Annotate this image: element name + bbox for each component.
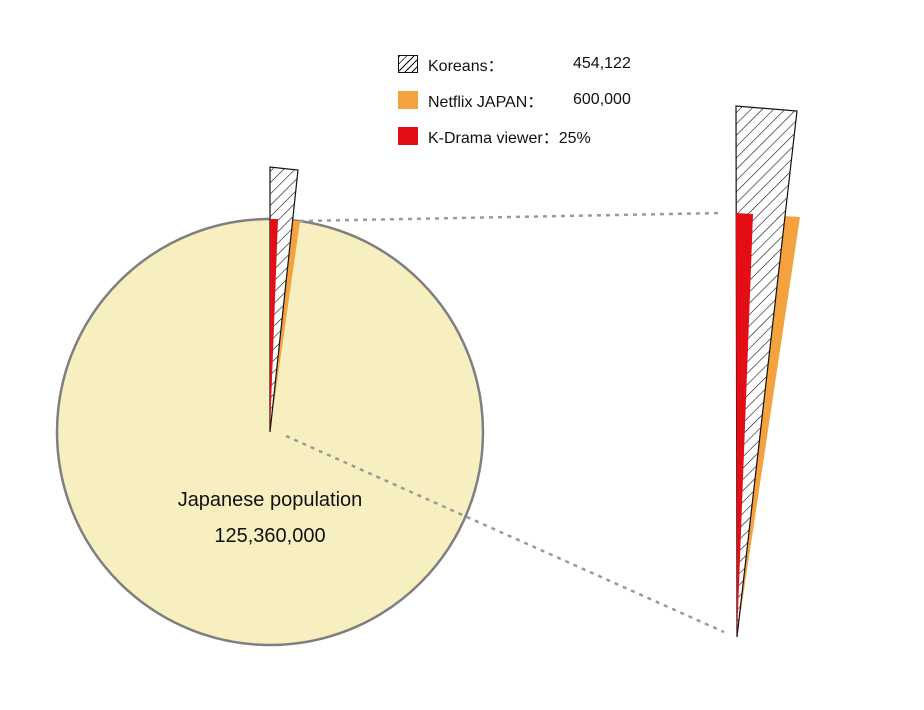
legend-value-netflix-japan: 600,000 — [573, 91, 631, 108]
pie-title: Japanese population — [177, 489, 363, 511]
legend-label-kdrama-viewer: K-Drama viewer：25% — [428, 130, 591, 147]
kdrama-viewer-slice — [270, 219, 278, 432]
legend-item-netflix-japan: Netflix JAPAN： 600,000 — [398, 82, 658, 118]
hatched-swatch-icon — [398, 55, 418, 73]
pie-value: 125,360,000 — [214, 525, 326, 547]
legend-label-netflix-japan: Netflix JAPAN： — [428, 94, 544, 111]
orange-swatch-icon — [398, 91, 418, 109]
lower-connector-line — [285, 434, 725, 634]
legend-label-koreans: Koreans： — [428, 58, 504, 75]
legend-item-kdrama-viewer: K-Drama viewer：25% — [398, 118, 658, 154]
legend-value-koreans: 454,122 — [573, 55, 631, 72]
legend-item-koreans: Koreans： 454,122 — [398, 46, 658, 82]
red-swatch-icon — [398, 127, 418, 145]
magnified-kdrama-viewer-slice — [736, 213, 753, 637]
legend: Koreans： 454,122 Netflix JAPAN： 600,000 … — [398, 46, 658, 154]
upper-connector-line — [299, 211, 723, 223]
